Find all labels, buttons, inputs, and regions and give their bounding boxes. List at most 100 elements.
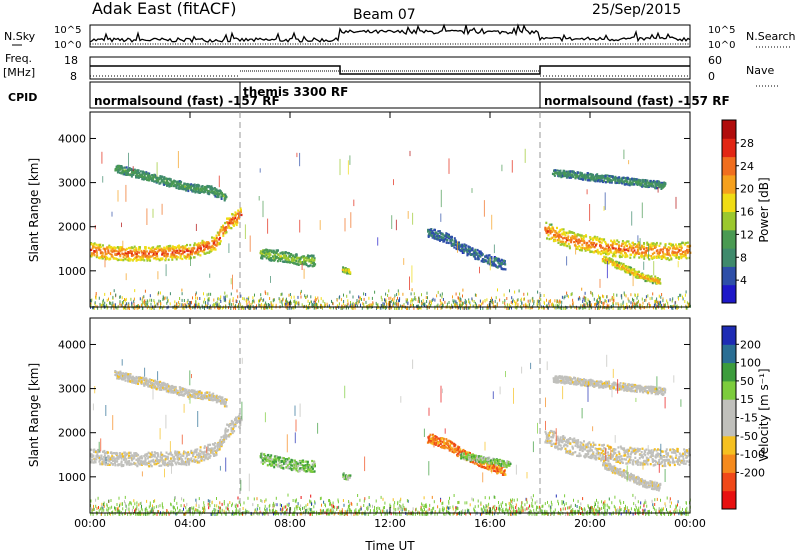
ground-scatter-cell [599,297,601,301]
ground-scatter-cell [97,306,99,310]
range-gate-cell [160,451,163,454]
range-gate-cell [558,233,561,236]
ground-scatter-cell [425,296,427,299]
range-gate-cell [210,448,213,452]
ground-scatter-cell [521,301,523,305]
ground-scatter-cell [624,293,626,297]
range-gate-cell [181,257,184,261]
velocity-data [90,354,691,516]
range-gate-cell [158,464,161,467]
ground-scatter-cell [380,304,382,307]
sparse-echo [270,276,271,283]
range-gate-cell [182,184,185,187]
range-gate-cell [687,249,690,252]
range-gate-cell [669,254,672,257]
range-gate-cell [616,263,619,266]
range-gate-cell [214,195,217,198]
range-gate-cell [647,278,650,281]
ground-scatter-cell [243,297,245,301]
range-gate-cell [605,248,608,251]
range-gate-cell [453,241,456,244]
range-gate-cell [188,186,191,189]
ground-scatter-cell [656,297,658,301]
range-gate-cell [568,247,571,250]
ground-scatter-cell [359,296,361,300]
range-gate-cell [234,213,237,217]
range-gate-cell [163,462,166,465]
ground-scatter-cell [676,306,678,310]
range-gate-cell [504,268,507,271]
range-gate-cell [279,255,282,258]
range-gate-cell [588,177,591,180]
ground-scatter-cell [639,303,641,307]
ground-scatter-cell [179,303,181,306]
range-gate-cell [303,258,306,261]
sparse-echo [319,220,321,230]
range-gate-cell [436,233,439,236]
range-gate-cell [163,177,166,180]
range-gate-cell [666,248,669,251]
range-gate-cell [174,256,177,259]
ground-scatter-cell [441,295,443,299]
range-gate-cell [474,250,477,253]
ground-scatter-cell [411,288,413,292]
ground-scatter-cell [422,302,424,306]
sparse-echo [165,264,167,277]
sparse-echo [350,212,352,228]
ground-scatter-cell [238,307,240,310]
range-gate-cell [556,172,559,175]
ground-scatter-cell [518,289,520,293]
range-gate-cell [124,248,127,251]
range-gate-cell [625,183,628,186]
range-gate-cell [616,239,619,242]
range-gate-cell [433,235,436,238]
range-gate-cell [289,261,292,264]
range-gate-cell [649,182,652,185]
ground-scatter-cell [331,299,332,303]
range-gate-cell [465,244,468,247]
range-gate-cell [225,437,228,440]
ground-scatter-cell [139,297,141,301]
range-gate-cell [618,263,621,266]
range-gate-cell [183,254,186,258]
ground-scatter-cell [270,306,272,310]
ground-scatter-cell [597,306,599,310]
range-gate-cell [478,250,481,253]
range-gate-cell [596,248,599,252]
range-gate-cell [589,245,591,249]
range-gate-cell [102,462,105,465]
range-gate-cell [632,243,635,246]
range-gate-cell [578,241,581,244]
sparse-echo [409,276,410,290]
range-gate-cell [219,240,222,243]
ground-scatter-cell [491,300,493,303]
range-gate-cell [200,185,203,188]
ground-scatter-cell [680,293,682,297]
ground-scatter-cell [363,303,365,307]
range-gate-cell [643,257,646,260]
sparse-echo [152,208,154,218]
range-gate-cell [202,456,204,459]
range-gate-cell [604,247,607,250]
ground-scatter-cell [388,300,390,304]
ground-scatter-cell [338,302,340,306]
range-gate-cell [215,189,218,192]
ground-scatter-cell [659,302,660,306]
range-gate-cell [153,174,156,177]
ground-scatter-cell [91,298,93,302]
ground-scatter-cell [457,306,459,310]
ground-scatter-cell [235,306,236,310]
range-gate-cell [670,258,673,261]
ground-scatter-cell [509,306,510,310]
range-gate-cell [620,249,623,252]
range-gate-cell [131,458,134,461]
range-gate-cell [144,172,147,176]
range-gate-cell [453,237,456,240]
range-gate-cell [551,172,554,175]
range-gate-cell [187,186,189,189]
range-gate-cell [128,456,131,459]
range-gate-cell [156,245,159,248]
range-gate-cell [124,258,127,261]
ground-scatter-cell [186,301,188,304]
range-gate-cell [148,258,151,261]
